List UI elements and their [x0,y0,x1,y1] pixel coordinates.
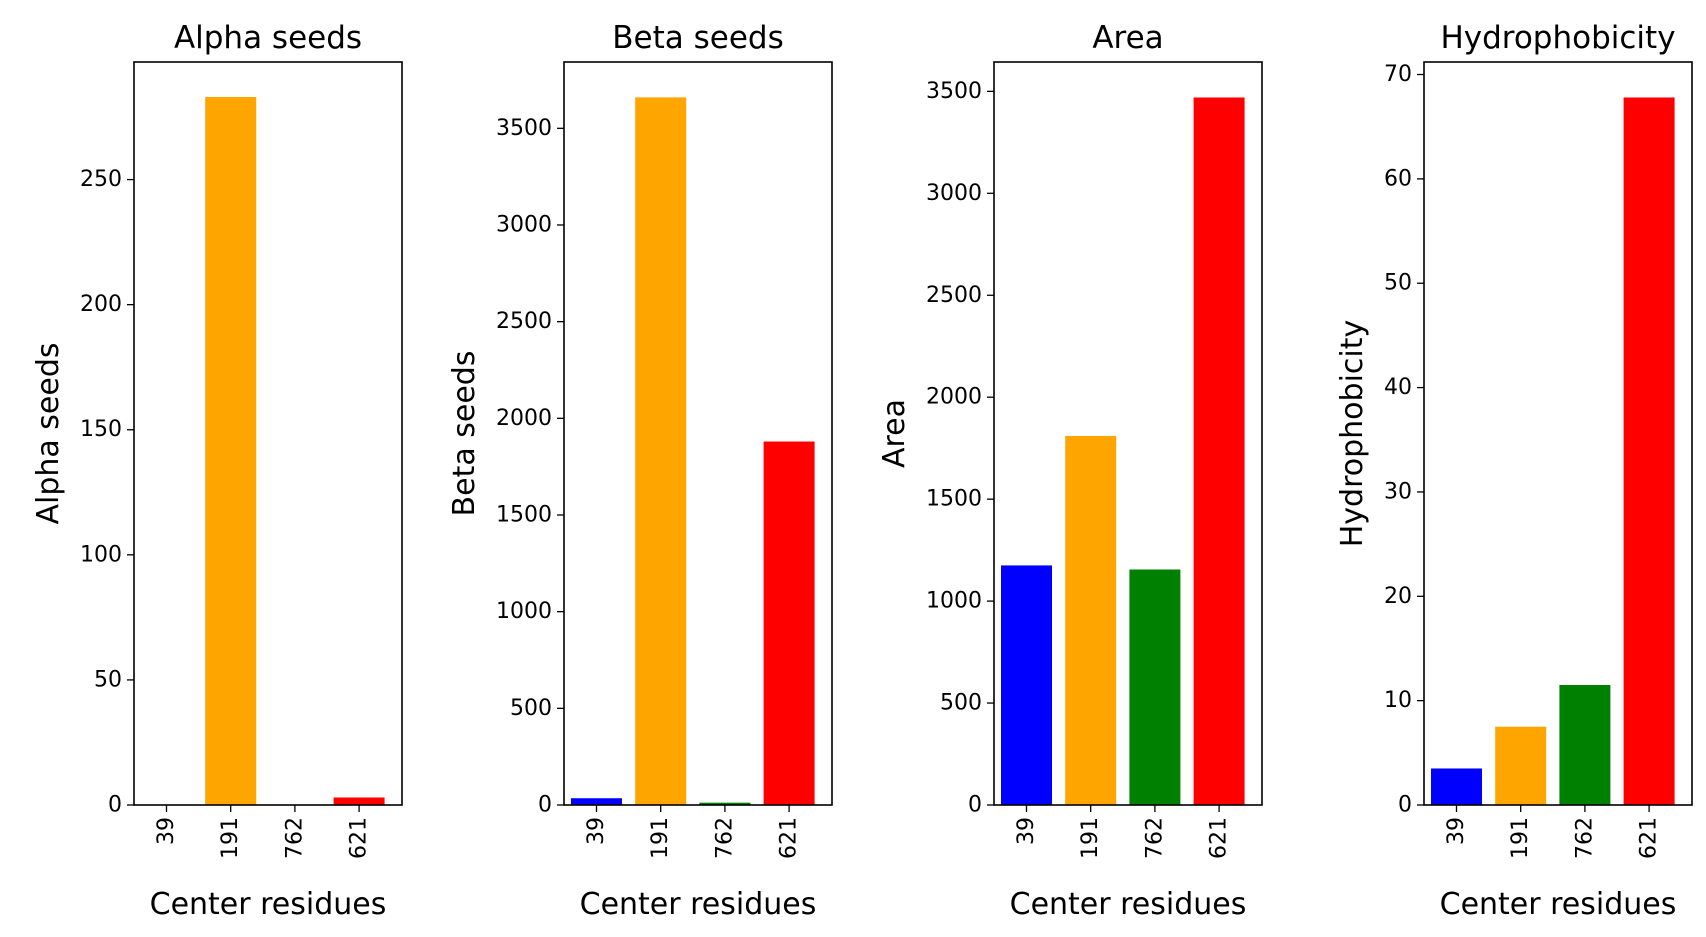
x-tick-label: 39 [1014,817,1039,845]
bar-762 [1559,684,1611,805]
chart-panel-beta-seeds: Beta seeds Beta seeds Center residues 39… [447,20,833,922]
y-tick-label: 1500 [926,487,982,512]
y-axis-label: Hydrophobicity [1335,320,1370,548]
y-tick-label: 3000 [496,212,552,237]
y-axis-label: Beta seeds [447,351,482,517]
y-tick-label: 60 [1384,166,1412,191]
x-tick-label: 621 [347,817,372,859]
bar-191 [1495,726,1547,805]
plot-frame [133,61,403,806]
chart-panel-alpha-seeds: Alpha seeds Alpha seeds Center residues … [31,20,403,922]
bar-762 [1129,569,1181,805]
y-tick-label: 2500 [496,309,552,334]
chart-panel-hydrophobicity: Hydrophobicity Hydrophobicity Center res… [1335,20,1693,922]
y-tick-label: 1000 [496,599,552,624]
y-tick-label: 500 [510,696,552,721]
y-axis-label: Alpha seeds [31,342,66,524]
y-tick-label: 100 [80,542,122,567]
y-tick-label: 2000 [496,406,552,431]
y-tick-label: 70 [1384,62,1412,87]
x-tick-label: 191 [1078,817,1103,859]
chart-title: Hydrophobicity [1440,20,1675,56]
y-tick-label: 40 [1384,375,1412,400]
bar-762 [699,802,751,805]
x-tick-label: 39 [154,817,179,845]
x-axis-label: Center residues [1010,887,1247,922]
chart-title: Area [1092,20,1163,56]
y-tick-label: 0 [968,793,982,818]
y-tick-label: 0 [1398,793,1412,818]
y-tick-label: 0 [538,793,552,818]
y-tick-label: 3000 [926,181,982,206]
x-tick-label: 762 [712,817,737,859]
y-axis-label: Area [877,399,912,468]
y-tick-label: 3500 [926,79,982,104]
y-tick-label: 500 [940,691,982,716]
x-tick-label: 762 [282,817,307,859]
x-axis-label: Center residues [150,887,387,922]
x-tick-label: 191 [1508,817,1533,859]
bar-621 [763,441,815,805]
y-tick-label: 2000 [926,385,982,410]
y-tick-label: 1500 [496,502,552,527]
x-axis-label: Center residues [1440,887,1677,922]
y-tick-label: 3500 [496,116,552,141]
y-tick-label: 0 [108,793,122,818]
plot-frame [1423,61,1693,806]
bar-191 [635,97,687,805]
x-tick-label: 762 [1572,817,1597,859]
y-tick-label: 30 [1384,479,1412,504]
y-tick-label: 10 [1384,688,1412,713]
chart-title: Beta seeds [612,20,783,56]
x-tick-label: 762 [1142,817,1167,859]
y-tick-label: 50 [1384,271,1412,296]
bar-39 [571,798,622,805]
x-tick-label: 191 [648,817,673,859]
y-tick-label: 250 [80,167,122,192]
x-tick-label: 39 [584,817,609,845]
bar-191 [205,97,257,806]
y-tick-label: 2500 [926,283,982,308]
x-tick-label: 621 [1637,817,1662,859]
y-tick-label: 50 [94,667,122,692]
y-tick-label: 1000 [926,589,982,614]
plot-frame [563,61,833,806]
bar-39 [1001,565,1052,805]
x-tick-label: 621 [777,817,802,859]
bar-621 [1623,97,1675,805]
y-tick-label: 20 [1384,584,1412,609]
x-tick-label: 191 [218,817,243,859]
x-tick-label: 39 [1444,817,1469,845]
bar-621 [333,797,385,805]
x-tick-label: 621 [1207,817,1232,859]
plot-frame [993,61,1263,806]
chart-title: Alpha seeds [174,20,362,56]
chart-panel-area: Area Area Center residues 39 191 762 621 0 50… [877,20,1263,922]
bar-191 [1065,435,1117,805]
bar-621 [1193,97,1245,806]
y-tick-label: 200 [80,292,122,317]
x-axis-label: Center residues [580,887,817,922]
y-tick-label: 150 [80,417,122,442]
bar-39 [1431,768,1482,805]
